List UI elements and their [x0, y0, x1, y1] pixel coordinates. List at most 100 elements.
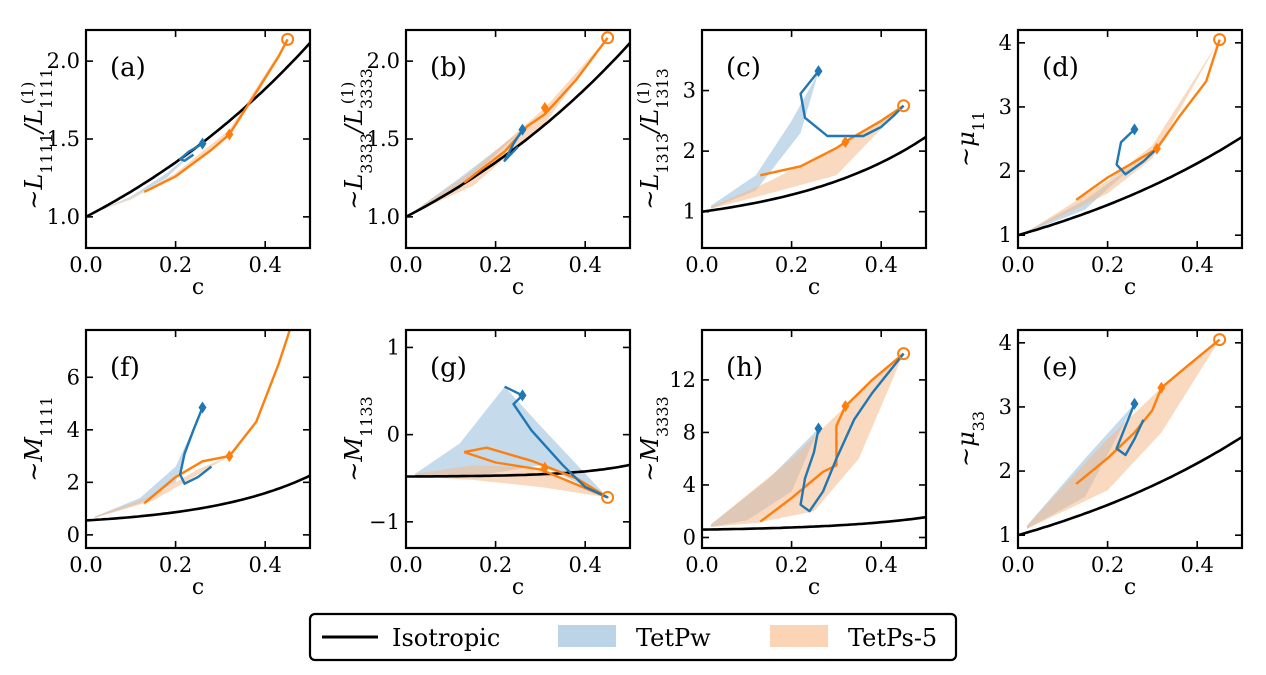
plot-area	[702, 70, 926, 213]
panel-d: 0.0 0.2 0.4 1 2 3 4 (d) c ~μ11	[952, 28, 1244, 300]
x-axis-label: c	[1124, 575, 1136, 600]
y-tick-label: 0	[683, 525, 696, 549]
axes-frame	[700, 28, 928, 250]
tetpw-diamond-marker	[198, 137, 207, 150]
x-tick-label: 0.0	[685, 553, 718, 577]
tetps-band	[711, 353, 904, 527]
y-tick-label: −1	[369, 510, 400, 534]
x-tick-label: 0.0	[69, 253, 102, 277]
tetpw-diamond-marker	[814, 422, 823, 435]
tetps-endpoint-marker	[1213, 33, 1227, 47]
axes-frame	[404, 328, 632, 550]
x-tick-label: 0.0	[1001, 553, 1034, 577]
x-tick-label: 0.4	[568, 553, 601, 577]
y-tick-label: 2.0	[47, 49, 80, 73]
y-tick-label: 1.0	[47, 205, 80, 229]
isotropic-line	[702, 135, 926, 213]
panel-c: 0.0 0.2 0.4 1 2 3 (c) c ~L1313/L1313(1)	[634, 28, 928, 300]
plot-area	[406, 385, 630, 499]
y-tick-label: 1.5	[47, 127, 80, 151]
tetps-diamond-marker	[841, 136, 850, 149]
x-axis-label: c	[512, 575, 524, 600]
panel-b: 0.0 0.2 0.4 1.0 1.5 2.0 (b) c ~L3333/L3333(1)	[338, 28, 632, 300]
tetpw-diamond-marker	[518, 389, 527, 402]
tetps-line	[463, 37, 609, 184]
tetps-line	[1075, 338, 1221, 485]
y-tick-label: 6	[67, 365, 80, 389]
isotropic-line	[1018, 435, 1242, 537]
y-tick-label: 2.0	[367, 49, 400, 73]
legend-tetps-label: TetPs-5	[848, 624, 937, 652]
tetps-diamond-marker	[540, 461, 549, 474]
x-axis-label: c	[808, 575, 820, 600]
y-axis-label: ~M1133	[340, 396, 376, 481]
y-tick-label: 4	[999, 331, 1012, 355]
x-tick-label: 0.2	[159, 253, 192, 277]
panel-label: (d)	[1042, 53, 1079, 83]
y-axis-label: ~M3333	[636, 396, 672, 481]
tetps-diamond-marker	[225, 450, 234, 463]
panels-group: 0.0 0.2 0.41.01.52.0 (a)c~L1111/L1111(1)0.0…	[18, 28, 1244, 600]
y-tick-label: 1	[683, 200, 696, 224]
x-tick-label: 0.2	[775, 253, 808, 277]
y-tick-label: 8	[683, 420, 696, 444]
tetpw-line	[1115, 403, 1145, 457]
tetpw-diamond-marker	[814, 65, 823, 78]
x-axis-label: c	[192, 575, 204, 600]
panel-f: 0.0 0.2 0.4 0 2 4 6 (f) c ~M1111	[20, 328, 312, 600]
panel-label: (a)	[110, 53, 146, 83]
y-tick-label: 0	[387, 423, 400, 447]
tetpw-line	[178, 407, 213, 485]
x-axis-label: c	[808, 275, 820, 300]
axes-frame	[1016, 328, 1244, 550]
panel-label: (c)	[726, 53, 761, 83]
x-tick-label: 0.2	[159, 553, 192, 577]
x-tick-label: 0.0	[389, 553, 422, 577]
x-axis-label: c	[1124, 275, 1136, 300]
y-axis-label: ~L1313/L1313(1)	[634, 68, 672, 210]
panel-label: (f)	[110, 353, 140, 383]
x-tick-label: 0.2	[1091, 253, 1124, 277]
panel-label: (b)	[430, 53, 467, 83]
x-tick-label: 0.2	[1091, 553, 1124, 577]
y-tick-label: 2	[67, 470, 80, 494]
x-tick-label: 0.0	[685, 253, 718, 277]
y-tick-label: 4	[683, 473, 696, 497]
panel-label: (h)	[726, 353, 763, 383]
panel-label: (e)	[1042, 353, 1078, 383]
tetps-endpoint-marker	[1213, 333, 1227, 347]
isotropic-line	[406, 42, 630, 219]
tetpw-line	[799, 70, 905, 138]
tetpw-diamond-marker	[518, 123, 527, 136]
x-tick-label: 0.0	[1001, 253, 1034, 277]
tetpw-diamond-marker	[1130, 397, 1139, 410]
x-tick-label: 0.2	[479, 553, 512, 577]
panel-label: (g)	[430, 353, 467, 383]
y-axis-label: ~μ11	[952, 111, 988, 167]
tetpw-line	[799, 352, 905, 513]
y-tick-label: 1.0	[367, 205, 400, 229]
tetps-diamond-marker	[841, 400, 850, 413]
x-tick-label: 0.4	[864, 553, 897, 577]
y-tick-label: 1	[999, 523, 1012, 547]
tetps-diamond-marker	[1157, 381, 1166, 394]
isotropic-line	[702, 515, 926, 531]
legend-tetpw-label: TetPw	[636, 624, 711, 652]
isotropic-line	[1018, 135, 1242, 237]
tetps-endpoint-marker	[281, 32, 295, 46]
y-tick-label: 4	[67, 418, 80, 442]
tetps-diamond-marker	[1152, 142, 1161, 155]
tetps-band	[95, 456, 230, 518]
tetps-endpoint-marker	[897, 99, 911, 113]
isotropic-line	[406, 463, 630, 478]
x-tick-label: 0.2	[775, 553, 808, 577]
tetps-endpoint-marker	[897, 347, 911, 361]
y-tick-label: 1	[999, 223, 1012, 247]
y-tick-label: 1	[387, 335, 400, 359]
tetpw-band	[415, 129, 523, 213]
y-tick-label: 4	[999, 31, 1012, 55]
x-tick-label: 0.4	[568, 253, 601, 277]
panel-g: 0.0 0.2 0.4 −1 0 1 (g) c ~M1133	[340, 328, 632, 600]
y-tick-label: 2	[683, 139, 696, 163]
y-tick-label: 12	[669, 368, 696, 392]
